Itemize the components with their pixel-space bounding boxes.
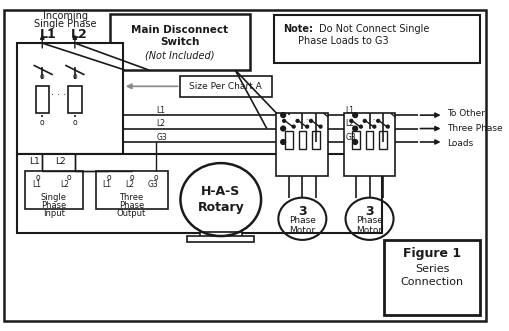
Text: o: o (106, 173, 110, 182)
Text: 3: 3 (364, 205, 373, 217)
Bar (17, 155, 381, 233)
Text: o: o (72, 118, 77, 127)
Text: Phase: Phase (119, 201, 144, 210)
Text: H-A-S: H-A-S (201, 185, 240, 198)
Text: Motor: Motor (356, 226, 382, 235)
Circle shape (309, 119, 312, 122)
Circle shape (376, 119, 379, 122)
Text: G3: G3 (147, 180, 158, 189)
Text: o: o (40, 72, 44, 81)
Text: Main Disconnect: Main Disconnect (131, 25, 228, 35)
Circle shape (352, 113, 357, 118)
Circle shape (305, 125, 308, 128)
Text: Size Per Chart A: Size Per Chart A (189, 82, 262, 91)
Text: . . .: . . . (51, 87, 66, 97)
Text: Three: Three (119, 193, 144, 202)
Bar (36, 86, 49, 113)
Text: Single Phase: Single Phase (34, 19, 96, 29)
Circle shape (280, 140, 285, 144)
Text: Three Phase: Three Phase (446, 124, 502, 133)
Bar (199, 232, 241, 237)
Bar (180, 76, 271, 97)
Text: L2: L2 (60, 180, 69, 189)
Text: L1: L1 (29, 157, 40, 166)
Circle shape (319, 125, 321, 128)
Bar (68, 86, 81, 113)
Text: To Other: To Other (446, 109, 485, 118)
Text: 3: 3 (297, 205, 306, 217)
Text: o: o (67, 173, 71, 182)
Text: Phase: Phase (289, 216, 315, 225)
Bar (96, 171, 167, 209)
Text: Figure 1: Figure 1 (402, 247, 460, 260)
Text: L2: L2 (71, 28, 88, 41)
Circle shape (362, 119, 365, 122)
Bar (25, 171, 82, 209)
Text: Input: Input (43, 209, 65, 217)
Bar (187, 236, 254, 242)
Text: Phase Loads to G3: Phase Loads to G3 (297, 36, 387, 46)
Circle shape (280, 126, 285, 131)
Circle shape (292, 125, 295, 128)
Bar (352, 131, 359, 149)
Circle shape (280, 113, 285, 118)
Text: Phase: Phase (355, 216, 382, 225)
Circle shape (296, 119, 298, 122)
Text: Loads: Loads (446, 139, 473, 148)
Bar (378, 131, 386, 149)
Circle shape (372, 125, 375, 128)
Text: L2: L2 (54, 157, 65, 166)
Text: L1: L1 (156, 106, 165, 115)
Text: Do Not Connect Single: Do Not Connect Single (318, 24, 428, 34)
Circle shape (282, 119, 285, 122)
Text: o: o (153, 173, 157, 182)
Text: L1: L1 (32, 180, 41, 189)
Text: Series: Series (414, 264, 448, 274)
Text: L2: L2 (345, 119, 354, 128)
Bar (273, 15, 479, 63)
Bar (110, 14, 249, 70)
Text: (Not Included): (Not Included) (145, 51, 214, 61)
Bar (312, 131, 319, 149)
Text: G3: G3 (156, 133, 167, 142)
Text: L2: L2 (125, 180, 134, 189)
Text: Connection: Connection (400, 277, 463, 287)
Bar (343, 113, 394, 175)
Circle shape (359, 125, 361, 128)
Text: o: o (36, 173, 41, 182)
Text: o: o (40, 118, 44, 127)
Text: o: o (129, 173, 133, 182)
Text: G3: G3 (345, 133, 356, 142)
Bar (383, 240, 479, 315)
Bar (285, 131, 292, 149)
Text: Phase: Phase (41, 201, 66, 210)
Text: Note:: Note: (282, 24, 313, 34)
Text: L1: L1 (345, 106, 354, 115)
Circle shape (386, 125, 388, 128)
Text: L2: L2 (156, 119, 165, 128)
Text: Output: Output (117, 209, 146, 217)
Text: L1: L1 (102, 180, 111, 189)
Text: Single: Single (41, 193, 67, 202)
Bar (365, 131, 373, 149)
Text: Rotary: Rotary (197, 201, 244, 214)
Circle shape (352, 140, 357, 144)
Text: . . .: . . . (296, 115, 307, 121)
Bar (276, 113, 328, 175)
Text: Switch: Switch (159, 37, 199, 47)
Text: . . .: . . . (363, 115, 375, 121)
Text: o: o (72, 72, 77, 81)
Text: Motor: Motor (289, 226, 315, 235)
Circle shape (352, 126, 357, 131)
Text: Incoming: Incoming (43, 11, 88, 21)
Circle shape (349, 119, 352, 122)
Bar (17, 43, 123, 154)
Bar (298, 131, 305, 149)
Text: L1: L1 (40, 28, 56, 41)
